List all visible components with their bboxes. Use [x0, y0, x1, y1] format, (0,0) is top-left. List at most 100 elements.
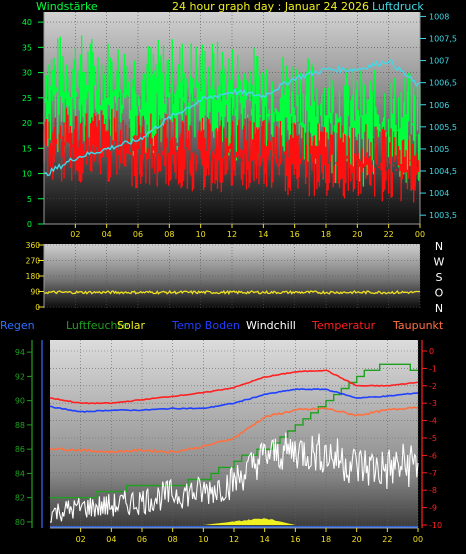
wind-tick-label: 40	[22, 18, 32, 27]
wind-direction-plot-area	[44, 244, 420, 308]
legend-windchill: Windchill	[246, 319, 296, 332]
pressure-axis-label: Luftdruck	[372, 0, 424, 13]
wind-tick-label: 15	[22, 144, 32, 153]
compass-label-w: W	[434, 256, 445, 269]
legend-temperatur: Temperatur	[311, 319, 376, 332]
legend-luftfeuchte: Luftfeuchte	[66, 319, 129, 332]
compass-label-n: N	[435, 240, 443, 253]
temperature-tick-label: -6	[429, 451, 437, 460]
temperature-tick-label: -10	[429, 521, 442, 530]
wind-direction-series	[43, 289, 421, 296]
pressure-tick-label: 1005,5	[429, 123, 457, 132]
wind-tick-label: 0	[27, 220, 32, 229]
pressure-tick-label: 1003,5	[429, 211, 457, 220]
temperature-tick-label: -7	[429, 469, 437, 478]
temperature-tick-label: -4	[429, 417, 437, 426]
humidity-tick-label: 90	[15, 397, 25, 406]
dewpoint-series	[49, 406, 419, 454]
time-tick-label: 22	[384, 230, 394, 239]
humidity-tick-label: 82	[15, 494, 25, 503]
wind-tick-label: 10	[22, 170, 32, 179]
temperature-tick-label: 0	[429, 347, 434, 356]
pressure-tick-label: 1007,5	[429, 35, 457, 44]
humidity-ticks: 94 92 90 88 86 84 82 80	[15, 348, 32, 527]
compass-label-o: O	[435, 287, 444, 300]
time-tick-label: 16	[290, 230, 300, 239]
temperature-tick-label: -8	[429, 486, 437, 495]
wind-axis-label: Windstärke	[36, 0, 98, 13]
time-tick-label: 20	[352, 230, 362, 239]
time-tick-label: 02	[70, 230, 80, 239]
bottom-time-tick-label: 06	[137, 535, 147, 544]
solar-series	[50, 518, 418, 525]
legend-solar: Solar	[117, 319, 146, 332]
direction-tick-label: 270	[26, 257, 41, 266]
pressure-tick-label: 1006,5	[429, 79, 457, 88]
pressure-tick-label: 1007	[429, 57, 449, 66]
wind-ticks: 40 35 30 25 20 15 10 5 0	[22, 18, 44, 229]
bottom-time-tick-label: 04	[106, 535, 116, 544]
temperature-series	[49, 369, 419, 405]
windchill-series	[49, 432, 419, 523]
legend-taupunkt: Taupunkt	[392, 319, 444, 332]
chart-title: 24 hour graph day : Januar 24 2026	[172, 0, 369, 13]
time-tick-label: 18	[321, 230, 331, 239]
ground-temperature-series	[49, 387, 419, 413]
direction-degree-ticks: 360 270 180 90 0	[26, 241, 44, 312]
bottom-time-tick-label: 22	[382, 535, 392, 544]
time-tick-label: 00	[415, 230, 425, 239]
pressure-tick-label: 1004,5	[429, 167, 457, 176]
bottom-time-tick-label: 12	[229, 535, 239, 544]
bottom-time-tick-label: 18	[321, 535, 331, 544]
wind-tick-label: 25	[22, 94, 32, 103]
compass-label-s: S	[436, 271, 443, 284]
humidity-tick-label: 92	[15, 372, 25, 381]
temperature-series	[49, 363, 419, 528]
wind-tick-label: 35	[22, 43, 32, 52]
bottom-time-tick-label: 08	[168, 535, 178, 544]
humidity-tick-label: 94	[15, 348, 25, 357]
bottom-time-tick-label: 00	[413, 535, 423, 544]
humidity-tick-label: 80	[15, 518, 25, 527]
direction-tick-label: 0	[35, 303, 40, 312]
time-tick-label: 10	[196, 230, 206, 239]
temperature-tick-label: -1	[429, 364, 437, 373]
temperature-tick-label: -3	[429, 399, 437, 408]
pressure-tick-label: 1008	[429, 12, 449, 21]
pressure-tick-label: 1004	[429, 189, 449, 198]
bottom-time-tick-label: 16	[290, 535, 300, 544]
temperature-ticks: 0 -1 -2 -3 -4 -5 -6 -7 -8 -9 -10	[422, 347, 442, 530]
legend-regen: Regen	[0, 319, 35, 332]
bottom-time-ticks: 02 04 06 08 10 12 14 16 18 20 22 00	[76, 528, 423, 544]
temperature-tick-label: -5	[429, 434, 437, 443]
bottom-time-tick-label: 20	[352, 535, 362, 544]
pressure-tick-label: 1005	[429, 145, 449, 154]
wind-direction-series	[43, 289, 421, 296]
pressure-tick-label: 1006	[429, 101, 449, 110]
humidity-tick-label: 84	[15, 469, 25, 478]
time-tick-label: 12	[227, 230, 237, 239]
time-tick-label: 04	[102, 230, 112, 239]
temperature-tick-label: -9	[429, 504, 437, 513]
bottom-time-tick-label: 02	[76, 535, 86, 544]
humidity-series	[50, 363, 418, 499]
compass-label-n: N	[435, 302, 443, 315]
pressure-series	[43, 59, 421, 177]
temperature-tick-label: -2	[429, 382, 437, 391]
humidity-tick-label: 86	[15, 445, 25, 454]
direction-tick-label: 360	[26, 241, 41, 250]
bottom-time-tick-label: 14	[260, 535, 270, 544]
wind-tick-label: 30	[22, 69, 32, 78]
pressure-ticks: 1008 1007,5 1007 1006,5 1006 1005,5 1005 1004,5…	[420, 12, 457, 220]
legend-temp-boden: Temp Boden	[171, 319, 240, 332]
legend: Regen Luftfeuchte Solar Temp Boden Windc…	[0, 319, 444, 332]
direction-tick-label: 180	[26, 272, 41, 281]
bottom-time-tick-label: 10	[198, 535, 208, 544]
humidity-tick-label: 88	[15, 421, 25, 430]
time-tick-label: 14	[258, 230, 268, 239]
wind-tick-label: 20	[22, 119, 32, 128]
time-tick-label: 08	[164, 230, 174, 239]
wind-tick-label: 5	[27, 195, 32, 204]
